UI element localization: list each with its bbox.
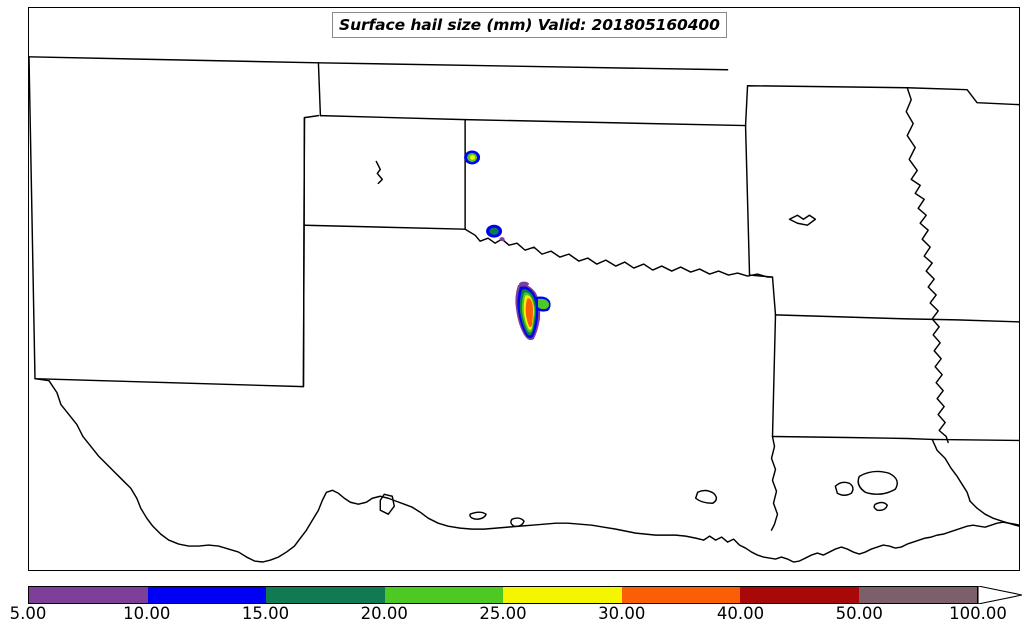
colorbar-tick-40.00: 40.00 [716, 604, 765, 623]
colorbar-segment-20.00-25.00 [384, 587, 503, 603]
border-kansas-south [319, 114, 747, 127]
border-mississippi-south [931, 438, 1019, 442]
state-boundaries [29, 56, 1019, 563]
coast-louisiana [702, 521, 1019, 563]
border-missouri-northeast [906, 86, 1019, 106]
border-oklahoma-missouri [748, 274, 777, 316]
bay-matagorda [469, 511, 487, 520]
map-geography [29, 56, 1019, 563]
colorbar-tick-15.00: 15.00 [241, 604, 290, 623]
map-title-box: Surface hail size (mm) Valid: 2018051604… [332, 12, 727, 38]
page-title: Surface hail size (mm) Valid: 2018051604… [339, 16, 720, 34]
lake-maurepas [873, 501, 888, 512]
border-new-mexico [29, 56, 320, 388]
border-kansas-missouri-east [744, 124, 751, 276]
colorbar-segment-10.00-15.00 [147, 587, 266, 603]
colorbar-tick-20.00: 20.00 [360, 604, 408, 623]
hail-feature-cap-dot [519, 281, 529, 287]
hail-feature-panhandle-dot [464, 150, 481, 165]
border-mississippi-river [905, 86, 949, 444]
colorbar[interactable] [28, 586, 1022, 604]
colorbar-tick-100.00: 100.00 [949, 604, 1007, 623]
map-axes[interactable] [28, 7, 1020, 571]
border-missouri-arkansas-east [906, 318, 1019, 323]
colorbar-extend-arrow [978, 586, 1022, 604]
border-oklahoma-arkansas [771, 314, 777, 438]
border-texas-louisiana [770, 435, 779, 531]
colorbar-tick-30.00: 30.00 [598, 604, 646, 623]
bay-san-antonio [510, 517, 525, 528]
colorbar-segment-50.00-100.00 [858, 587, 977, 603]
lake-meredith [375, 160, 384, 185]
border-arkansas-north [774, 314, 908, 320]
border-rio-grande [34, 377, 413, 563]
border-co-nm-ks-north [29, 56, 729, 71]
hail-feature-red-river-dot [486, 224, 505, 242]
colorbar-tick-25.00: 25.00 [479, 604, 527, 623]
border-texas-panhandle-west [302, 116, 306, 388]
hail-feature-main-core [515, 284, 541, 341]
border-kansas-nebraska [744, 85, 908, 127]
colorbar-tick-labels: 5.00 10.00 15.00 20.00 25.00 30.00 40.00 50.00 1… [0, 604, 1036, 630]
border-red-river [464, 228, 774, 278]
border-colorado-east [317, 62, 322, 117]
bay-sabine [694, 489, 718, 504]
border-panhandle-south [303, 224, 466, 230]
coast-texas-gulf [411, 506, 705, 541]
lake-pontchartrain [857, 470, 898, 495]
colorbar-strip[interactable] [28, 586, 978, 604]
colorbar-segment-40.00-50.00 [740, 587, 859, 603]
border-mississippi-coast [969, 500, 1019, 527]
colorbar-segment-5.00-10.00 [29, 587, 148, 603]
colorbar-segment-15.00-20.00 [266, 587, 385, 603]
colorbar-segment-30.00-40.00 [621, 587, 740, 603]
colorbar-tick-5.00: 5.00 [9, 604, 47, 623]
lake-arkansas [788, 214, 817, 226]
border-louisiana-east [931, 438, 971, 502]
lake-calcasieu [834, 481, 854, 496]
border-louisiana-north [771, 435, 933, 441]
bay-corpus [379, 493, 395, 515]
colorbar-segment-25.00-30.00 [503, 587, 622, 603]
colorbar-tick-50.00: 50.00 [835, 604, 883, 623]
hail-feature-east-lobe [535, 296, 551, 312]
colorbar-tick-10.00: 10.00 [123, 604, 171, 623]
